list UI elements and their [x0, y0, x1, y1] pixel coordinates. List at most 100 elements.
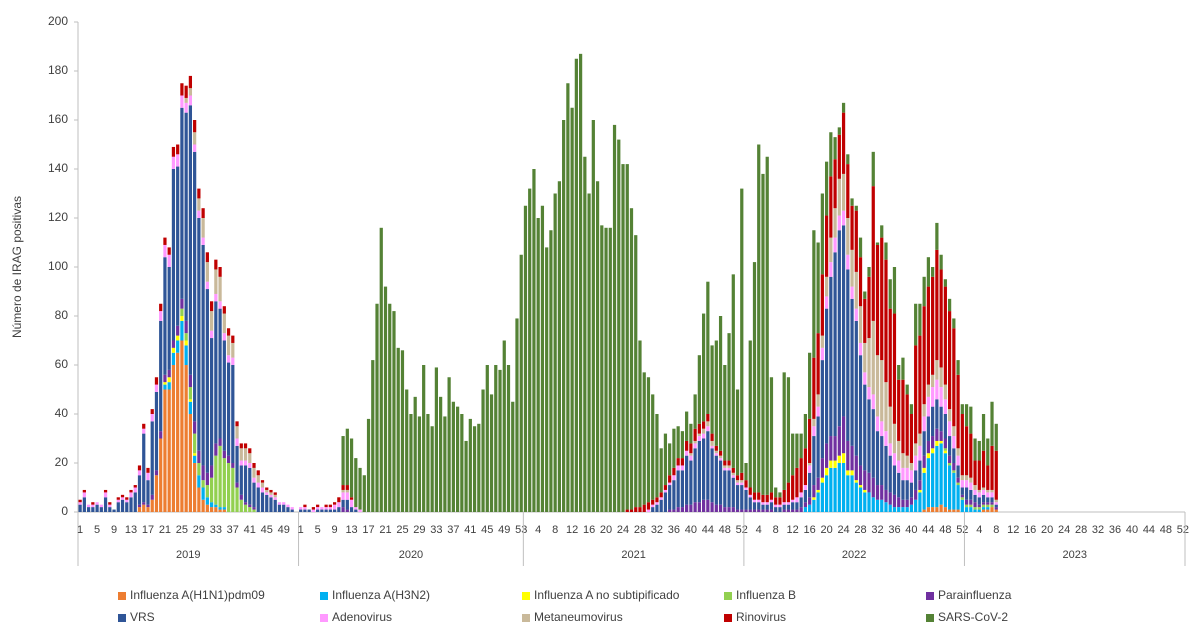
bar-segment [977, 509, 981, 512]
bar-segment [154, 475, 159, 512]
bar-segment [201, 465, 205, 481]
bar-segment [841, 225, 846, 417]
bar-segment [871, 151, 875, 187]
x-tick-label: 37 [447, 524, 459, 536]
bar-segment [443, 416, 447, 512]
bar-segment [752, 492, 757, 500]
bar-segment [341, 436, 345, 486]
bar-segment [901, 357, 905, 380]
bar-segment [914, 345, 918, 444]
bar-segment [786, 502, 791, 505]
bar-segment [485, 365, 489, 512]
bar-segment [964, 507, 969, 512]
bar-segment [222, 333, 226, 341]
bar-segment [214, 455, 218, 505]
bar-segment [95, 504, 99, 512]
bar-segment [193, 144, 197, 152]
bar-segment [86, 507, 91, 512]
bar-segment [858, 342, 863, 356]
bar-segment [871, 186, 875, 321]
bar-segment [239, 494, 243, 500]
bar-segment [222, 458, 226, 508]
y-tick-label: 80 [55, 308, 69, 322]
bar-segment [952, 436, 956, 449]
bar-segment [672, 475, 676, 481]
bar-segment [986, 489, 990, 493]
bar-segment [235, 438, 239, 446]
bar-segment [981, 414, 986, 451]
bar-segment [841, 210, 846, 226]
bar-segment [926, 416, 931, 441]
bar-segment [108, 507, 112, 512]
bar-segment [799, 497, 803, 508]
bar-segment [909, 470, 914, 483]
bar-segment [290, 507, 294, 510]
bar-segment [986, 492, 990, 498]
bar-segment [685, 440, 689, 451]
bar-segment [727, 460, 731, 466]
bar-segment [290, 509, 294, 512]
bar-segment [82, 489, 86, 493]
bar-segment [952, 448, 956, 463]
bar-segment [935, 379, 939, 400]
bar-segment [197, 475, 201, 488]
bar-segment [320, 509, 324, 512]
bar-segment [863, 298, 867, 343]
bar-segment [824, 443, 829, 468]
x-tick-label: 48 [1160, 524, 1172, 536]
x-tick-label: 12 [1007, 524, 1019, 536]
bar-segment [892, 494, 897, 508]
bar-segment [829, 262, 833, 277]
bar-segment [137, 507, 142, 512]
x-tick-label: 9 [111, 524, 117, 536]
bar-segment [752, 262, 757, 493]
bar-segment [931, 374, 935, 388]
bar-segment [744, 480, 748, 488]
bar-segment [689, 504, 693, 512]
bar-segment [824, 215, 829, 277]
bar-segment [939, 431, 943, 441]
bar-segment [812, 230, 816, 358]
bar-segment [723, 467, 727, 471]
bar-segment [969, 499, 973, 505]
bar-segment [231, 467, 235, 512]
bar-segment [969, 504, 973, 508]
bar-segment [786, 482, 791, 503]
bar-segment [943, 286, 947, 385]
legend-swatch [522, 592, 530, 600]
bar-segment [252, 509, 256, 512]
bar-segment [748, 509, 752, 512]
x-tick-label: 8 [993, 524, 999, 536]
bar-segment [935, 440, 939, 446]
bar-segment [795, 502, 799, 510]
bar-segment [269, 494, 273, 498]
bar-segment [803, 507, 808, 512]
bar-segment [193, 463, 197, 512]
bar-segment [994, 509, 998, 512]
bar-segment [226, 455, 231, 463]
bar-segment [761, 502, 765, 505]
bar-segment [201, 208, 205, 218]
bar-segment [816, 477, 820, 490]
x-tick-label: 44 [1143, 524, 1155, 536]
bar-segment [748, 494, 752, 498]
bar-segment [931, 406, 935, 437]
bar-segment [150, 421, 154, 495]
bar-segment [964, 426, 969, 476]
bar-segment [846, 218, 850, 255]
bar-segment [931, 267, 935, 277]
bar-segment [858, 355, 863, 466]
bar-segment [922, 276, 926, 307]
bar-segment [341, 507, 345, 512]
bar-segment [184, 112, 188, 321]
bar-segment [841, 463, 846, 512]
bar-segment [133, 487, 137, 493]
bar-segment [986, 507, 990, 510]
bar-segment [977, 460, 981, 490]
bar-segment [205, 281, 209, 290]
legend-label: Parainfluenza [938, 588, 1012, 602]
bar-segment [392, 311, 396, 512]
bar-segment [765, 504, 769, 510]
bar-segment [222, 340, 226, 451]
x-tick-label: 36 [888, 524, 900, 536]
